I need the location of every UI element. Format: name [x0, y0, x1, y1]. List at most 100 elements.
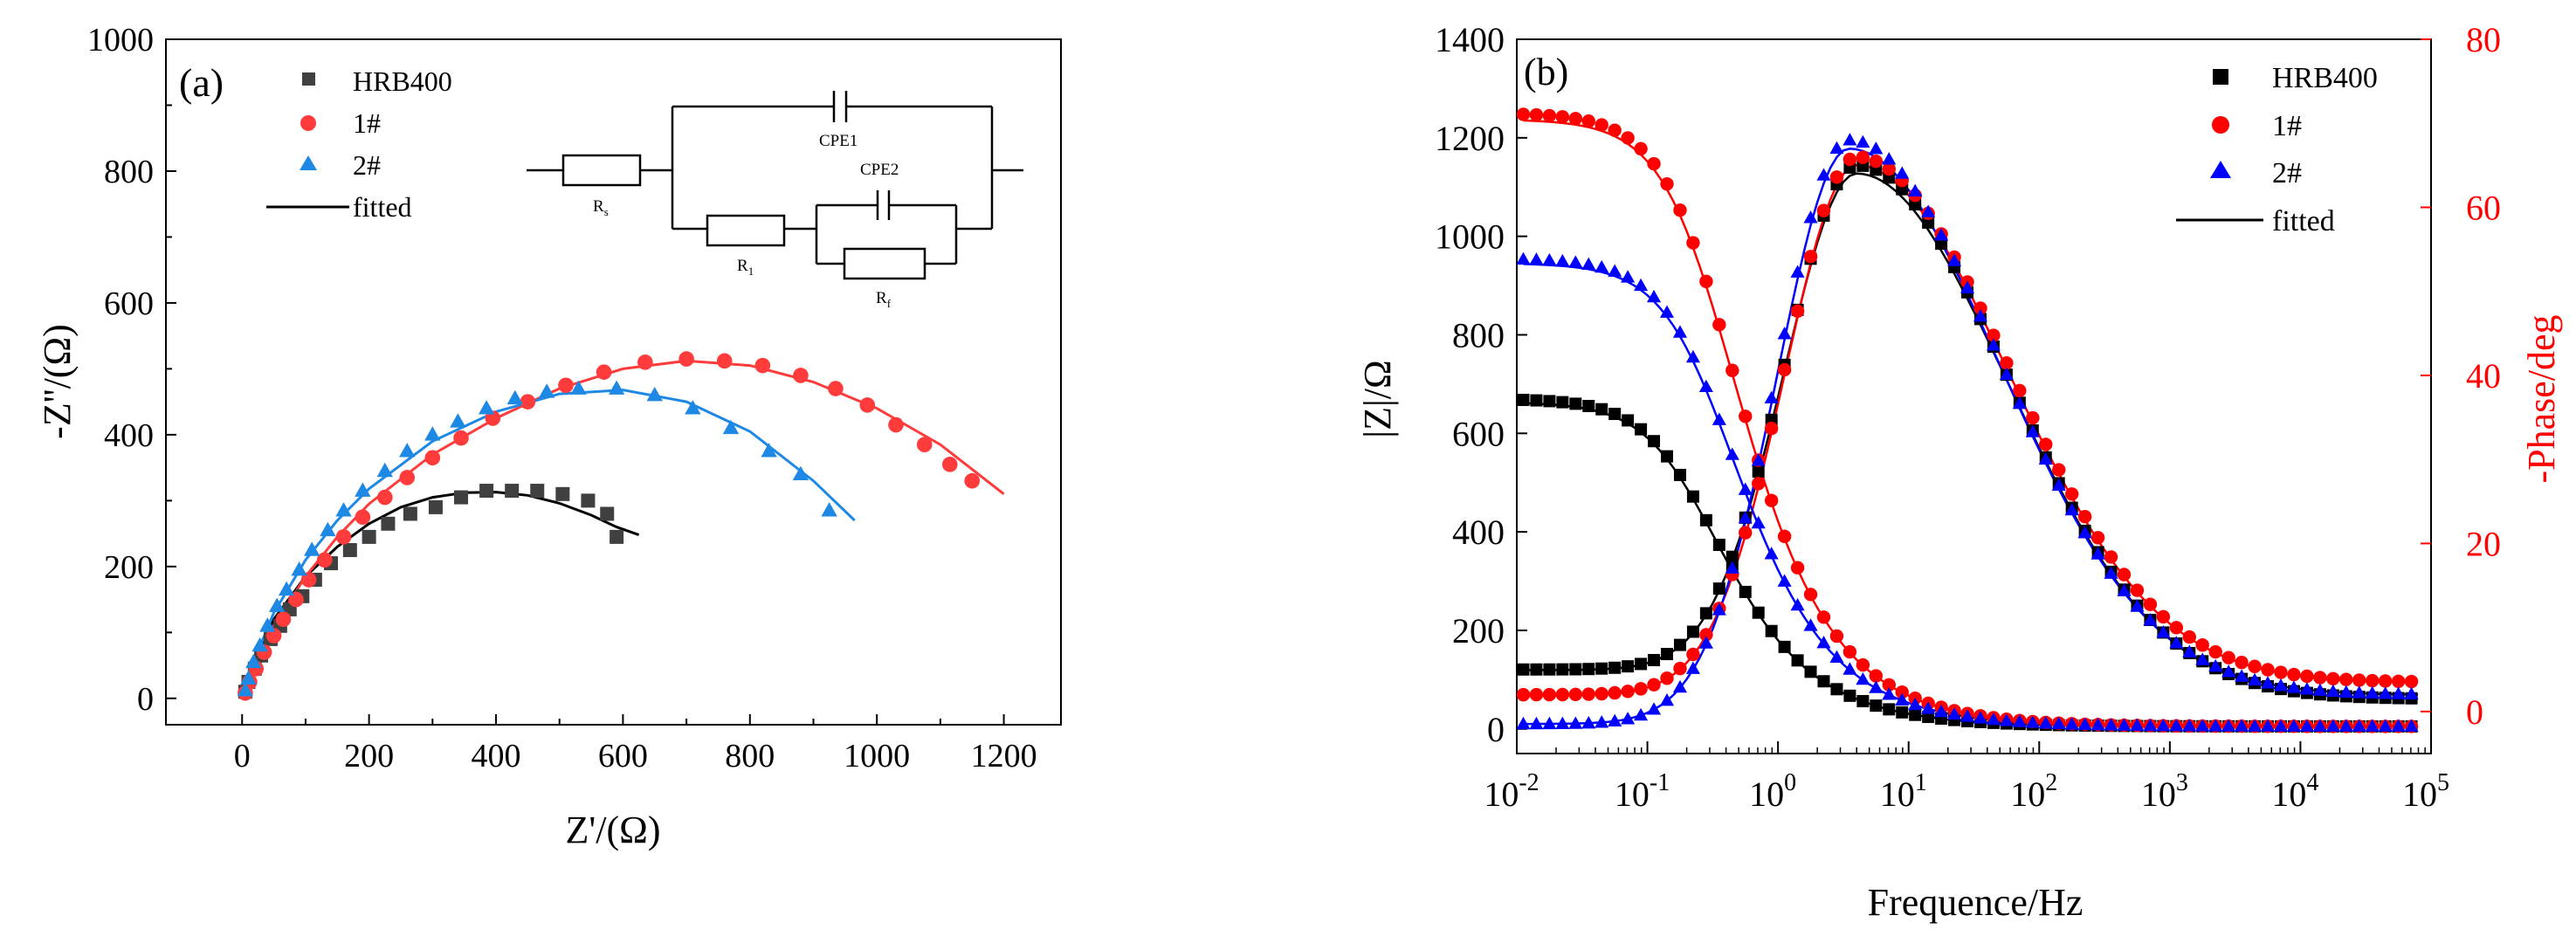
modulus-point-hrb400: [1569, 397, 1582, 410]
phase-point-2: [1581, 715, 1596, 729]
phase-point-2: [2012, 396, 2027, 410]
phase-point-2: [2299, 682, 2314, 695]
data-point-1: [300, 572, 317, 588]
data-point-2: [821, 502, 837, 517]
phase-point-hrb400: [1608, 661, 1622, 674]
phase-point-2: [2248, 672, 2263, 686]
x-tick-label: 10-2: [1484, 769, 1539, 814]
legend-b-hrb400-marker: [2213, 69, 2228, 85]
y-left-tick-label: 200: [1452, 611, 1505, 650]
legend-a-1-label: 1#: [353, 107, 381, 139]
modulus-point-hrb400: [1712, 538, 1725, 551]
phase-point-1: [2090, 531, 2105, 545]
modulus-point-hrb400: [1843, 689, 1856, 702]
panel-b-y-axis-label-right: -Phase/deg: [2520, 314, 2563, 483]
modulus-point-2: [2077, 717, 2092, 730]
phase-point-2: [1960, 280, 1975, 293]
phase-point-1: [2117, 568, 2132, 582]
phase-point-hrb400: [1556, 663, 1569, 676]
phase-point-1: [2248, 659, 2262, 673]
modulus-point-2: [2260, 719, 2276, 732]
phase-point-1: [2391, 674, 2406, 689]
phase-point-2: [2104, 566, 2118, 579]
phase-point-1: [2378, 674, 2393, 688]
phase-point-hrb400: [1517, 663, 1530, 676]
modulus-point-1: [1790, 561, 1805, 575]
modulus-point-2: [1856, 671, 1870, 685]
phase-point-hrb400: [1569, 663, 1582, 676]
data-point-2: [506, 389, 524, 405]
modulus-point-2: [1842, 662, 1857, 675]
circuit-labels: CPE1 CPE2 Rs R1 Rf: [593, 132, 899, 310]
modulus-point-hrb400: [1648, 435, 1661, 448]
phase-point-1: [1608, 685, 1622, 700]
modulus-point-hrb400: [1791, 654, 1804, 667]
legend-b-hrb400-label: HRB400: [2272, 62, 2378, 94]
modulus-point-hrb400: [1870, 699, 1883, 712]
modulus-point-2: [2299, 719, 2314, 732]
phase-point-1: [2352, 673, 2366, 687]
data-point-1: [316, 552, 333, 568]
modulus-point-1: [1699, 274, 1713, 289]
modulus-point-2: [1895, 692, 1910, 706]
phase-point-1: [1790, 304, 1805, 318]
phase-point-2: [1986, 338, 2001, 351]
phase-point-2: [1934, 228, 1949, 241]
modulus-point-1: [1856, 657, 1870, 672]
phase-point-2: [2130, 599, 2145, 612]
data-point-hrb400: [342, 542, 357, 557]
panel-b-y-axis-label-left: |Z|/Ω: [1356, 360, 1399, 437]
data-point-2: [761, 443, 777, 458]
data-point-hrb400: [600, 506, 615, 521]
x-tick-label: 104: [2271, 769, 2318, 814]
modulus-point-2: [2117, 718, 2132, 731]
modulus-point-2: [2025, 715, 2040, 728]
modulus-point-hrb400: [1530, 394, 1543, 407]
x-tick-label: 400: [472, 738, 521, 774]
data-point-1: [941, 457, 958, 472]
phase-point-hrb400: [1752, 465, 1765, 478]
modulus-point-2: [1659, 305, 1675, 318]
y-left-tick-label: 1400: [1435, 20, 1505, 59]
data-point-hrb400: [428, 499, 443, 514]
modulus-point-1: [1842, 644, 1857, 659]
phase-point-hrb400: [1686, 625, 1699, 638]
panel-b-x-axis-label: Frequence/Hz: [1868, 881, 2084, 924]
modulus-point-2: [1738, 482, 1753, 495]
phase-point-1: [1673, 661, 1687, 676]
phase-point-hrb400: [1543, 663, 1556, 676]
phase-point-2: [2090, 547, 2105, 560]
legend-b-fitted-label: fitted: [2272, 205, 2335, 237]
data-point-2: [478, 400, 495, 415]
phase-point-2: [1698, 636, 1713, 649]
modulus-point-2: [2391, 719, 2406, 732]
modulus-point-hrb400: [1765, 624, 1778, 637]
modulus-point-2: [2365, 719, 2380, 732]
phase-point-hrb400: [1673, 638, 1686, 651]
modulus-point-2: [2182, 719, 2197, 732]
modulus-point-1: [1608, 123, 1622, 137]
data-point-2: [722, 419, 740, 435]
modulus-point-hrb400: [1909, 708, 1922, 721]
phase-point-hrb400: [1922, 216, 1935, 229]
modulus-point-2: [1634, 278, 1649, 292]
modulus-point-2: [2104, 718, 2118, 731]
modulus-point-1: [1803, 588, 1818, 602]
modulus-point-2: [1581, 257, 1596, 270]
modulus-point-2: [2143, 718, 2158, 732]
panel-b-label: (b): [1524, 51, 1568, 93]
modulus-point-2: [1725, 447, 1739, 460]
phase-point-1: [2300, 669, 2314, 684]
phase-point-1: [2026, 410, 2040, 425]
modulus-point-2: [1829, 650, 1844, 663]
modulus-point-hrb400: [1635, 423, 1648, 436]
phase-point-2: [1634, 707, 1649, 721]
phase-point-2: [1803, 210, 1818, 224]
modulus-point-2: [2064, 717, 2079, 730]
phase-point-2: [1882, 152, 1897, 165]
y-left-tick-label: 400: [1452, 513, 1505, 552]
modulus-point-1: [1686, 236, 1700, 250]
data-point-1: [637, 354, 653, 370]
phase-point-1: [2287, 667, 2301, 682]
phase-point-1: [1973, 301, 1987, 315]
